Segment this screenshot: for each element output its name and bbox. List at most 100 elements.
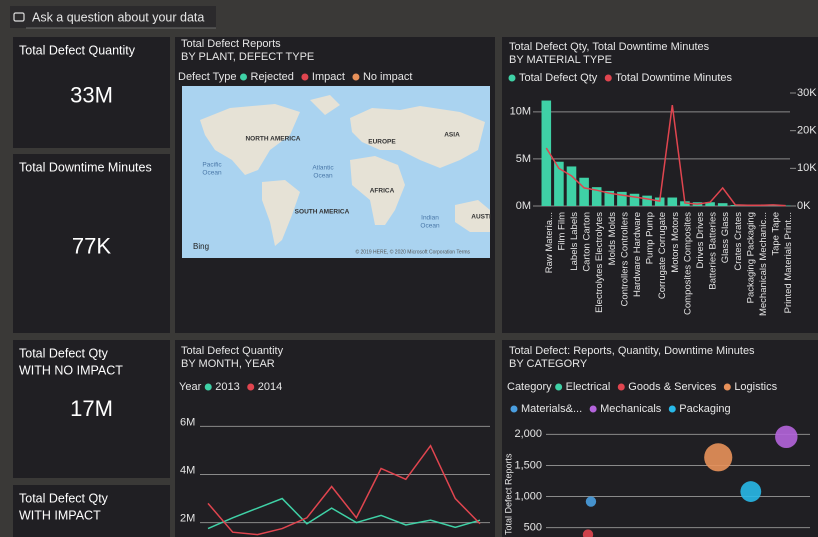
bar <box>579 177 589 206</box>
line <box>207 444 481 536</box>
x-tick-label: Molds Molds <box>607 212 618 266</box>
legend-label: Mechanicals <box>600 403 662 415</box>
y-tick-label: 500 <box>524 522 542 534</box>
map-label: ASIA <box>444 132 460 139</box>
map-label: AUSTI <box>471 214 491 221</box>
y-tick-label: 4M <box>180 464 195 476</box>
y2-tick-label: 10K <box>797 162 817 174</box>
card-label: Total Defect Quantity <box>19 43 136 57</box>
x-tick-label: Crates Crates <box>733 212 744 271</box>
line-tile <box>175 340 495 537</box>
bar <box>717 203 728 206</box>
legend-marker <box>555 383 563 391</box>
y-tick-label: 5M <box>516 153 531 165</box>
x-tick-label: Pump Pump <box>645 212 656 264</box>
legend-marker <box>508 74 516 82</box>
y-tick-label: 10M <box>510 106 531 118</box>
y2-tick-label: 20K <box>797 125 817 137</box>
map-land <box>200 104 300 175</box>
map-label: SOUTH AMERICA <box>295 209 350 216</box>
legend-label: Impact <box>312 71 345 83</box>
legend-marker <box>589 405 597 413</box>
legend-marker <box>247 383 255 391</box>
ocean-label: Indian <box>421 215 439 222</box>
qa-bar[interactable]: Ask a question about your data <box>10 6 216 29</box>
x-tick-label: Controllers Controllers <box>619 212 630 307</box>
chart-title: Total Defect: Reports, Quantity, Downtim… <box>509 345 755 357</box>
legend-label: Goods & Services <box>628 381 717 393</box>
bar <box>705 202 715 206</box>
legend-marker <box>204 383 212 391</box>
x-tick-label: Tape Tape <box>771 212 782 256</box>
legend-marker <box>510 405 518 413</box>
bubble <box>582 529 594 537</box>
x-tick-label: Printed Materials Print... <box>783 212 794 313</box>
card-value: 17M <box>70 396 113 421</box>
legend-label: Logistics <box>734 381 777 393</box>
line <box>545 104 786 207</box>
x-tick-label: Glass Glass <box>720 212 731 263</box>
legend-marker <box>668 405 676 413</box>
ocean-label: Pacific <box>202 162 222 169</box>
bar <box>566 166 577 206</box>
legend-label: 2013 <box>215 381 239 393</box>
legend-marker <box>352 73 360 81</box>
x-tick-label: Hardware Hardware <box>632 212 643 297</box>
legend-marker <box>617 383 625 391</box>
map-attribution: © 2019 HERE, © 2020 Microsoft Corporatio… <box>355 248 470 255</box>
map-label: AFRICA <box>370 188 395 195</box>
qa-box[interactable] <box>10 6 216 28</box>
x-tick-label: Mechanicals Mechanic... <box>758 212 769 316</box>
x-tick-label: Batteries Batteries <box>708 212 719 290</box>
y-tick-label: 2M <box>180 512 195 524</box>
bubble <box>740 481 762 502</box>
map-land <box>455 200 490 232</box>
legend-label: Electrical <box>566 381 611 393</box>
legend-label: Rejected <box>251 71 294 83</box>
y-tick-label: 6M <box>180 416 195 428</box>
bar <box>604 190 615 206</box>
legend-title: Year <box>179 381 202 393</box>
x-tick-label: Packaging Packaging <box>745 212 756 303</box>
legend-marker <box>240 73 247 81</box>
legend-label: Total Defect Qty <box>519 72 598 84</box>
x-tick-label: Electrolytes Electrolytes <box>594 212 605 313</box>
y2-tick-label: 0K <box>797 200 811 212</box>
x-tick-label: Drives Drives <box>695 212 706 269</box>
card-label: WITH IMPACT <box>19 508 101 522</box>
x-tick-label: Film Film <box>556 212 567 251</box>
bar <box>617 191 627 206</box>
map-provider: Bing <box>193 242 209 251</box>
map-land <box>310 95 340 115</box>
x-tick-label: Labels Labels <box>569 212 580 271</box>
legend-label: Packaging <box>679 403 730 415</box>
chart-subtitle: BY PLANT, DEFECT TYPE <box>181 51 314 63</box>
card-tile <box>13 37 170 148</box>
chart-subtitle: BY CATEGORY <box>509 358 588 370</box>
x-tick-label: Corrugate Corrugate <box>657 212 668 299</box>
map-land <box>350 106 485 168</box>
card-label: Total Downtime Minutes <box>19 160 152 174</box>
legend-marker <box>301 73 309 81</box>
bar <box>541 100 552 206</box>
map[interactable] <box>182 86 490 258</box>
chart-title: Total Defect Reports <box>181 38 281 50</box>
y-tick-label: 1,000 <box>514 490 542 502</box>
x-tick-label: Composites Composites <box>682 212 693 315</box>
map-land <box>262 180 300 246</box>
legend-marker <box>604 74 612 82</box>
legend-label: 2014 <box>258 381 282 393</box>
card-label: WITH NO IMPACT <box>19 363 123 377</box>
x-tick-label: Raw Materia... <box>544 212 555 273</box>
ocean-label: Atlantic <box>312 165 334 172</box>
card-tile <box>13 154 170 333</box>
bar <box>642 195 652 206</box>
x-tick-label: Carton Carton <box>582 212 593 272</box>
y-tick-label: 0M <box>516 200 531 212</box>
map-label: EUROPE <box>368 139 396 146</box>
chart-subtitle: BY MONTH, YEAR <box>181 358 275 370</box>
y2-tick-label: 30K <box>797 87 817 99</box>
qa-prompt[interactable]: Ask a question about your data <box>32 10 204 24</box>
card-label: Total Defect Qty <box>19 491 109 505</box>
